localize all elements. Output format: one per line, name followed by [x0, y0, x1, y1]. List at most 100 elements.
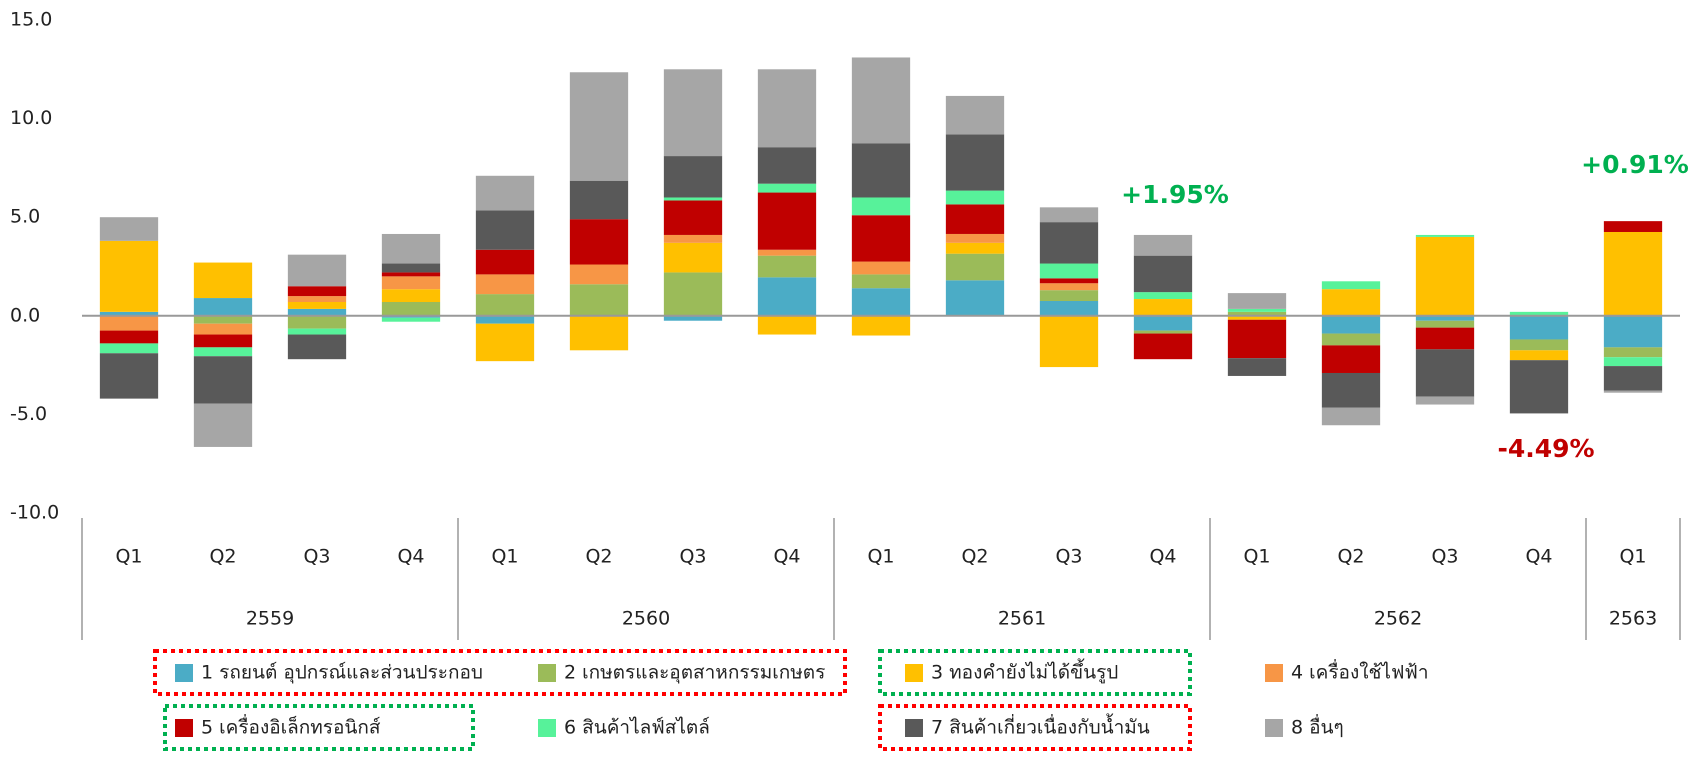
bar-segment: [1603, 221, 1663, 232]
bar-segment: [945, 190, 1005, 205]
bar-segment: [945, 233, 1005, 243]
bar-segment: [475, 210, 535, 250]
y-tick-label: 10.0: [10, 107, 52, 129]
bar-segment: [1509, 350, 1569, 361]
bar-segment: [475, 175, 535, 211]
bar-segment: [381, 317, 441, 322]
bar-segment: [1509, 360, 1569, 414]
x-tick-label: Q3: [679, 546, 706, 568]
bar-segment: [1133, 333, 1193, 360]
bar-segment: [851, 288, 911, 316]
legend-frames: [153, 649, 1192, 751]
bar-segment: [1321, 407, 1381, 426]
legend-swatch: [1265, 664, 1283, 682]
bar-segment: [1321, 345, 1381, 373]
x-tick-label: Q4: [1525, 546, 1552, 568]
bar-segment: [193, 262, 253, 299]
bar-segment: [475, 294, 535, 316]
bar-segment: [757, 315, 817, 335]
bar-segment: [287, 334, 347, 360]
bar-segment: [1415, 315, 1475, 321]
bar-segment: [1227, 311, 1287, 316]
bar-segment: [1227, 319, 1287, 359]
x-tick-label: Q3: [303, 546, 330, 568]
legend-swatch: [905, 664, 923, 682]
y-tick-label: -5.0: [10, 403, 47, 425]
bar-segment: [851, 274, 911, 289]
x-group-label: 2562: [1374, 608, 1422, 630]
x-group-label: 2563: [1609, 608, 1657, 630]
x-tick-label: Q1: [1243, 546, 1270, 568]
bar-segment: [381, 289, 441, 302]
bar-segment: [663, 156, 723, 198]
x-tick-label: Q2: [961, 546, 988, 568]
bar-segment: [851, 197, 911, 216]
bar-segment: [287, 301, 347, 309]
legend-label: 3 ทองคำยังไม่ได้ขึ้นรูป: [931, 659, 1118, 684]
bar-segment: [1227, 308, 1287, 312]
bar-segment: [1039, 315, 1099, 368]
bar-segment: [945, 95, 1005, 135]
bar-segment: [1133, 315, 1193, 331]
bar-segment: [1039, 207, 1099, 223]
legend-frame: [163, 704, 475, 751]
bar-segment: [1509, 311, 1569, 316]
bar-segment: [663, 200, 723, 235]
x-group-label: 2559: [246, 608, 294, 630]
legend-frame: [878, 704, 1192, 751]
legend-label: 6 สินค้าไลฟ์สไตล์: [564, 717, 710, 739]
bar-segment: [287, 315, 347, 329]
bar-segment: [1227, 358, 1287, 376]
bar-segment: [381, 301, 441, 316]
x-tick-label: Q4: [773, 546, 800, 568]
bar-segment: [757, 249, 817, 256]
bar-segment: [569, 264, 629, 285]
bar-segment: [1603, 231, 1663, 316]
x-group-label: 2560: [622, 608, 670, 630]
legend-swatch: [538, 719, 556, 737]
bar-segment: [1133, 330, 1193, 334]
bar-segment: [1415, 236, 1475, 316]
bar-segment: [1415, 349, 1475, 397]
bar-segment: [1509, 315, 1569, 340]
bar-segment: [381, 276, 441, 290]
bar-segment: [287, 328, 347, 335]
x-tick-label: Q3: [1055, 546, 1082, 568]
bar-segment: [1227, 293, 1287, 309]
x-tick-label: Q4: [1149, 546, 1176, 568]
bar-segment: [663, 272, 723, 316]
x-tick-label: Q1: [1619, 546, 1646, 568]
bar-segment: [1415, 396, 1475, 405]
bar-segment: [381, 233, 441, 264]
bar-segment: [945, 134, 1005, 191]
x-tick-label: Q1: [491, 546, 518, 568]
bar-segment: [757, 69, 817, 148]
x-tick-label: Q2: [1337, 546, 1364, 568]
y-tick-label: 0.0: [10, 304, 40, 326]
bar-segment: [1603, 347, 1663, 358]
bar-segment: [663, 242, 723, 273]
x-tick-label: Q4: [397, 546, 424, 568]
bar-segment: [1603, 366, 1663, 391]
bar-segment: [1133, 292, 1193, 300]
bar-segment: [945, 253, 1005, 281]
bar-segment: [1039, 283, 1099, 291]
legend-swatch: [175, 664, 193, 682]
legend-swatch: [905, 719, 923, 737]
bar-segment: [757, 147, 817, 184]
legend-label: 1 รถยนต์ อุปกรณ์และส่วนประกอบ: [201, 662, 483, 685]
bar-segment: [193, 323, 253, 335]
bar-segment: [569, 180, 629, 220]
bar-segment: [475, 323, 535, 362]
bar-segment: [569, 72, 629, 181]
bar-segment: [663, 234, 723, 243]
legend-label: 7 สินค้าเกี่ยวเนื่องกับน้ำมัน: [931, 714, 1150, 739]
bar-segment: [99, 217, 159, 241]
bar-segment: [757, 183, 817, 193]
bar-segment: [851, 315, 911, 336]
bar-segment: [287, 308, 347, 316]
bar-segment: [945, 204, 1005, 234]
bar-segment: [287, 296, 347, 302]
bar-segment: [1321, 281, 1381, 290]
bar-segment: [193, 356, 253, 404]
